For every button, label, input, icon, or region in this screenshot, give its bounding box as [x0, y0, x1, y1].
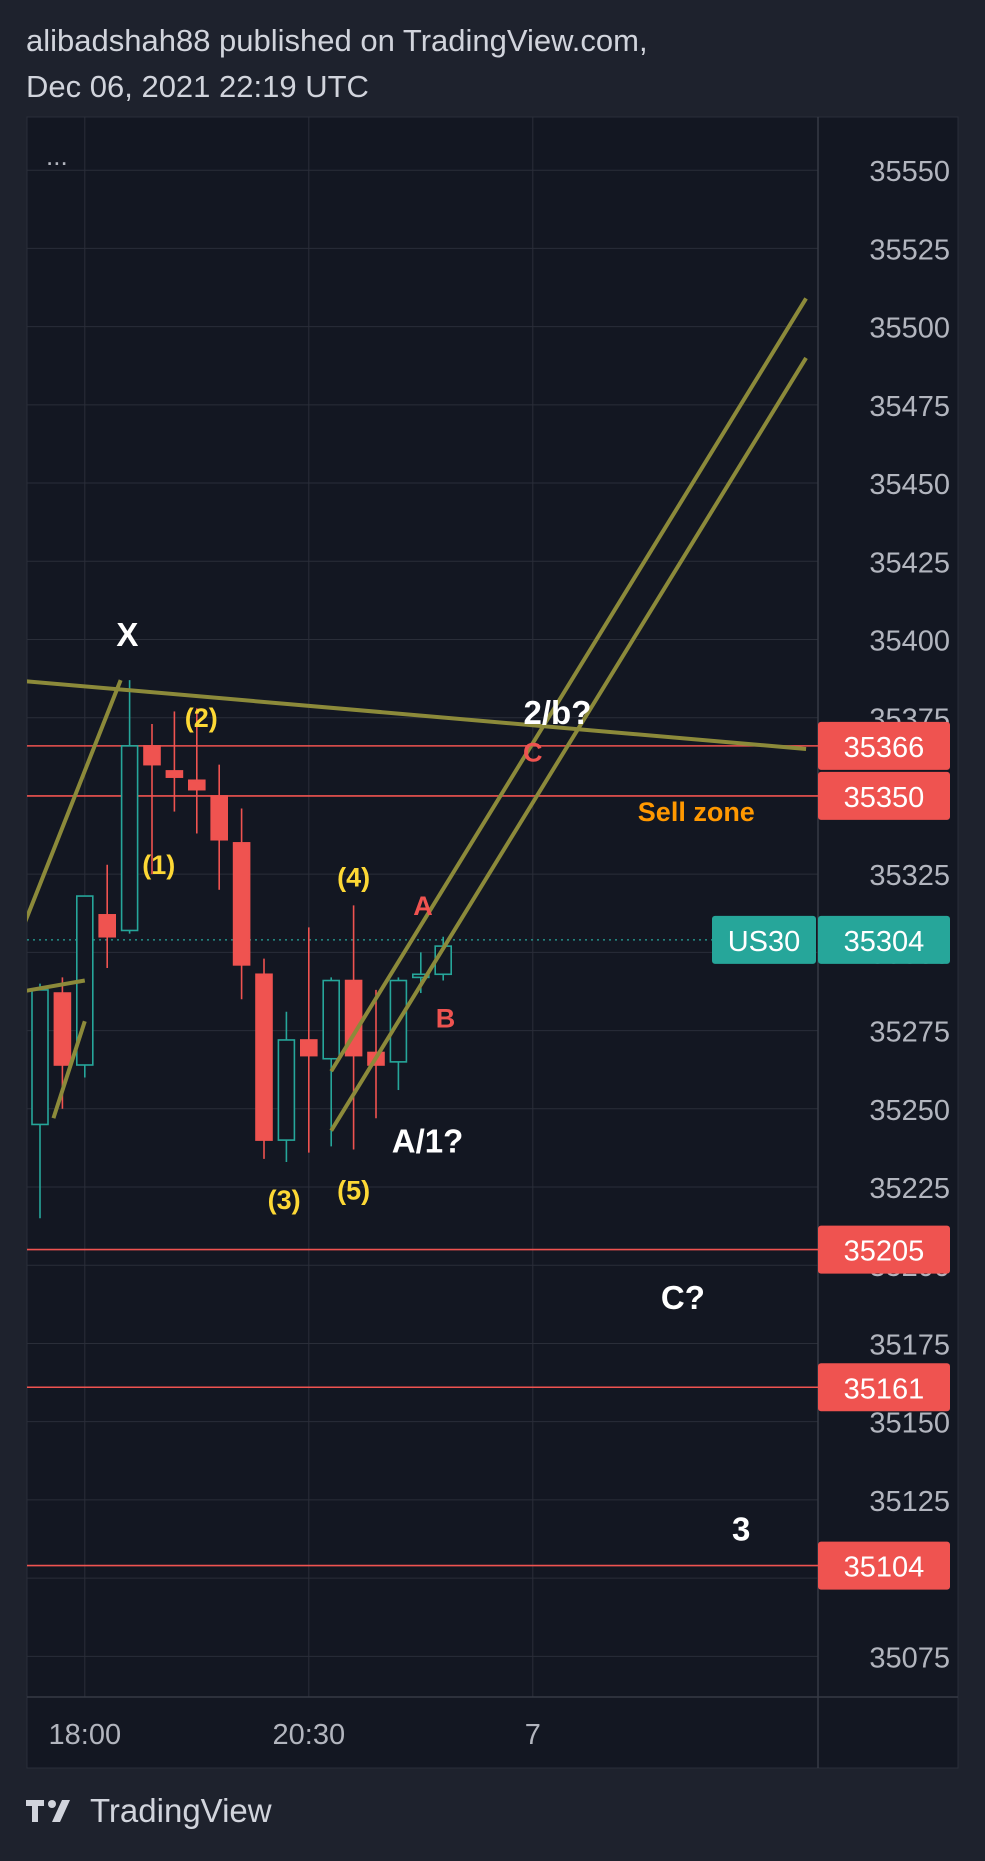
- trendline: [51, 1020, 87, 1119]
- candle-body: [210, 795, 228, 841]
- wave-label: 3: [732, 1511, 750, 1548]
- wave-label: (1): [142, 850, 175, 880]
- y-tick-label: 35450: [869, 469, 950, 501]
- symbol-tag: [712, 915, 816, 964]
- wave-label: A: [413, 891, 433, 921]
- wave-label: B: [436, 1003, 456, 1033]
- x-tick-label: 7: [525, 1719, 541, 1751]
- tradingview-logo-icon: [26, 1800, 70, 1822]
- publish-date: Dec 06, 2021 22:19 UTC: [26, 69, 369, 104]
- level-price-tag: [818, 1363, 950, 1412]
- y-tick-label: 35225: [869, 1173, 950, 1205]
- trendline: [27, 978, 86, 993]
- candle-body: [120, 745, 139, 932]
- wave-label: A/1?: [392, 1123, 464, 1160]
- trendline: [27, 679, 123, 923]
- footer-brand: TradingView: [26, 1792, 272, 1830]
- candle-body: [411, 973, 430, 979]
- x-tick-label: 20:30: [273, 1719, 346, 1751]
- y-tick-label: 35500: [869, 313, 950, 345]
- y-tick-label: 35400: [869, 625, 950, 657]
- y-tick-label: 35550: [869, 156, 950, 188]
- last-price-label: 35304: [844, 926, 925, 958]
- y-tick-label: 35525: [869, 234, 950, 266]
- wave-label: 2/b?: [524, 694, 592, 731]
- publish-header: alibadshah88 published on TradingView.co…: [26, 18, 648, 110]
- level-price-tag: [818, 1225, 950, 1274]
- candle-body: [188, 779, 206, 791]
- wave-label: C: [523, 738, 543, 768]
- candle-body: [232, 842, 251, 966]
- candle-body: [255, 973, 273, 1141]
- wave-label: Sell zone: [638, 797, 755, 827]
- level-price-label: 35350: [844, 782, 925, 814]
- candle-body: [277, 1039, 296, 1141]
- candle-body: [53, 992, 72, 1066]
- candle-body: [165, 770, 184, 778]
- wave-label: (5): [337, 1176, 370, 1206]
- y-tick-label: 35325: [869, 860, 950, 892]
- trendline: [329, 297, 808, 1073]
- y-tick-label: 35075: [869, 1642, 950, 1674]
- level-price-tag: [818, 1541, 950, 1590]
- x-tick-label: 18:00: [49, 1719, 122, 1751]
- wave-label: (2): [185, 703, 218, 733]
- candle-body: [98, 914, 116, 938]
- y-tick-label: 35150: [869, 1408, 950, 1440]
- y-tick-label: 35275: [869, 1017, 950, 1049]
- level-price-tag: [818, 721, 950, 770]
- publisher-line: alibadshah88 published on TradingView.co…: [26, 23, 648, 58]
- candle-body: [322, 979, 341, 1060]
- wave-label: (4): [337, 863, 370, 893]
- level-price-label: 35161: [844, 1373, 925, 1405]
- y-tick-label: 35425: [869, 547, 950, 579]
- y-tick-label: 35175: [869, 1329, 950, 1361]
- candle-body: [31, 989, 49, 1126]
- y-tick-label: 35475: [869, 391, 950, 423]
- wave-label: X: [116, 616, 138, 653]
- trendline: [329, 356, 808, 1132]
- level-price-label: 35104: [844, 1552, 925, 1584]
- level-price-label: 35205: [844, 1236, 925, 1268]
- symbol-label: US30: [728, 926, 801, 958]
- candle-body: [299, 1039, 318, 1057]
- plot-area: X (2) (1) (4) (3) (5) A/1? A B 2/b? C Sell zone C? 3: [27, 297, 818, 1567]
- wave-label: C?: [661, 1279, 705, 1316]
- level-price-label: 35366: [844, 732, 925, 764]
- level-price-tag: [818, 771, 950, 820]
- y-tick-label: 35250: [869, 1095, 950, 1127]
- footer-brand-text: TradingView: [90, 1792, 272, 1829]
- wave-label: (3): [268, 1185, 301, 1215]
- y-tick-label: 35125: [869, 1486, 950, 1518]
- last-price-tag: [818, 915, 950, 964]
- price-chart[interactable]: 3507535100351253515035175352003522535250…: [0, 0, 985, 1785]
- more-options-icon: ...: [46, 141, 68, 171]
- trendline: [27, 679, 807, 751]
- candle-body: [143, 745, 161, 766]
